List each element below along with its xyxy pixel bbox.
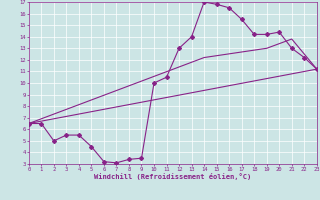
- X-axis label: Windchill (Refroidissement éolien,°C): Windchill (Refroidissement éolien,°C): [94, 173, 252, 180]
